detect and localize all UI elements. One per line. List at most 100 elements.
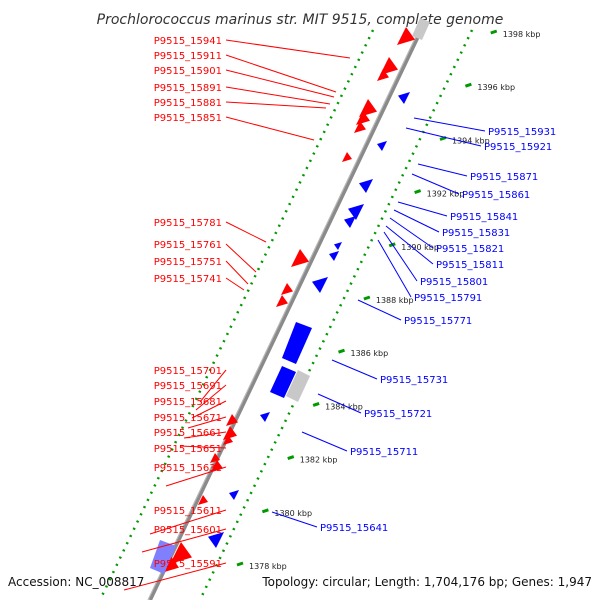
gene-label-left-leader: [195, 384, 227, 411]
gene-label-right-leader: [317, 393, 362, 414]
gene-label-right-leader: [413, 117, 486, 132]
gene-label-left[interactable]: P9515_15881: [154, 98, 222, 109]
reverse-gene-arrow: [398, 92, 410, 104]
gene-label-left[interactable]: P9515_15851: [154, 113, 222, 124]
forward-gene-arrow: [354, 121, 366, 133]
gene-label-right-leader: [397, 201, 448, 217]
gene-label-right[interactable]: P9515_15721: [364, 409, 432, 420]
ruler-tick-mark: [236, 561, 244, 567]
reverse-gene-arrow: [334, 242, 342, 250]
gene-label-left-leader: [225, 86, 331, 105]
gene-label-right-leader: [405, 127, 482, 147]
ruler-tick-mark: [338, 348, 345, 354]
ruler-tick-mark: [363, 295, 371, 301]
ruler-tick-label: 1398 kbp: [503, 30, 541, 39]
forward-gene-arrow: [281, 283, 293, 295]
gene-label-right[interactable]: P9515_15771: [404, 316, 472, 327]
gene-label-right-leader: [377, 239, 412, 298]
gene-label-left[interactable]: P9515_15611: [154, 506, 222, 517]
reverse-gene-block: [270, 366, 296, 398]
gene-label-left[interactable]: P9515_15631: [154, 463, 222, 474]
gene-label-right[interactable]: P9515_15841: [450, 212, 518, 223]
gene-label-left[interactable]: P9515_15891: [154, 83, 222, 94]
gene-labels: P9515_15941 P9515_15911 P9515_15901 P9515_1…: [123, 36, 556, 591]
reverse-gene-arrow: [359, 179, 373, 193]
gene-label-left[interactable]: P9515_15741: [154, 274, 222, 285]
forward-gene-arrow: [223, 426, 237, 440]
gene-label-left-leader: [165, 466, 227, 487]
gene-label-left-leader: [149, 509, 227, 535]
gene-label-right[interactable]: P9515_15791: [414, 293, 482, 304]
gene-label-right[interactable]: P9515_15811: [436, 260, 504, 271]
forward-gene-arrow: [356, 111, 370, 125]
reverse-gene-block: [282, 322, 312, 364]
gene-label-right[interactable]: P9515_15931: [488, 127, 556, 138]
gene-label-left[interactable]: P9515_15701: [154, 366, 222, 377]
reverse-gene-arrow: [208, 532, 224, 548]
gene-label-left[interactable]: P9515_15941: [154, 36, 222, 47]
ruler-tick-mark: [490, 29, 498, 35]
genome-backbone-highlight: [147, 27, 421, 600]
ruler-tick-label: 1388 kbp: [376, 296, 414, 305]
gene-label-right[interactable]: P9515_15831: [442, 228, 510, 239]
gene-label-right-leader: [357, 299, 402, 321]
gene-label-left[interactable]: P9515_15601: [154, 525, 222, 536]
forward-gene-arrow: [380, 57, 398, 75]
ruler-tick-mark: [464, 82, 472, 88]
reverse-gene-arrow: [229, 490, 239, 500]
gene-label-right[interactable]: P9515_15641: [320, 523, 388, 534]
gene-label-right[interactable]: P9515_15921: [484, 142, 552, 153]
gene-label-left-leader: [199, 369, 227, 403]
gene-label-left[interactable]: P9515_15751: [154, 257, 222, 268]
ruler-tick-mark: [261, 508, 269, 514]
reverse-gene-arrow: [260, 412, 270, 422]
ruler-tick-label: 1386 kbp: [351, 349, 389, 358]
gene-label-left-leader: [123, 562, 227, 591]
gene-label-left[interactable]: P9515_15691: [154, 381, 222, 392]
ruler-tick-mark: [312, 401, 320, 407]
accession-text: Accession: NC_008817: [8, 575, 144, 589]
gene-label-left[interactable]: P9515_15781: [154, 218, 222, 229]
gene-label-right[interactable]: P9515_15861: [462, 190, 530, 201]
ruler-tick-label: 1378 kbp: [249, 562, 287, 571]
reverse-gene-arrow: [312, 277, 328, 293]
forward-track-dots: [98, 29, 375, 600]
gene-label-left[interactable]: P9515_15671: [154, 413, 222, 424]
forward-gene-arrow: [377, 69, 389, 81]
gene-label-left[interactable]: P9515_15651: [154, 444, 222, 455]
ruler-tick-label: 1384 kbp: [325, 402, 363, 411]
gene-label-left-leader: [187, 416, 227, 429]
reverse-gene-arrow: [344, 216, 356, 228]
topology-text: Topology: circular; Length: 1,704,176 bp…: [261, 575, 592, 589]
forward-gene-arrow: [198, 495, 208, 505]
gene-label-left[interactable]: P9515_15761: [154, 240, 222, 251]
map-title: Prochlorococcus marinus str. MIT 9515, c…: [97, 12, 504, 28]
gene-label-left-leader: [179, 445, 227, 449]
ruler-tick-mark: [287, 455, 295, 461]
gene-label-left[interactable]: P9515_15901: [154, 66, 222, 77]
reverse-gene-arrow: [377, 141, 387, 151]
genome-backbone: [148, 27, 424, 600]
gene-label-left-leader: [225, 69, 335, 98]
ruler-tick-label: 1382 kbp: [300, 456, 338, 465]
gene-label-left[interactable]: P9515_15681: [154, 397, 222, 408]
gene-label-left[interactable]: P9515_15591: [154, 559, 222, 570]
ruler-tick-mark: [414, 189, 422, 195]
forward-gene-arrow: [342, 152, 352, 162]
forward-gene-arrow: [170, 542, 192, 564]
forward-gene-arrow: [397, 27, 415, 45]
gene-label-right-leader: [417, 163, 468, 177]
forward-gene-arrow: [210, 453, 220, 463]
gene-label-left[interactable]: P9515_15911: [154, 51, 222, 62]
gene-label-right[interactable]: P9515_15711: [350, 447, 418, 458]
gene-label-right[interactable]: P9515_15731: [380, 375, 448, 386]
gene-label-left-leader: [225, 243, 257, 273]
gene-features: [150, 18, 430, 574]
ruler-tick-label: 1392 kbp: [427, 190, 465, 199]
gene-label-right[interactable]: P9515_15871: [470, 172, 538, 183]
gene-label-right[interactable]: P9515_15821: [436, 244, 504, 255]
gene-label-right[interactable]: P9515_15801: [420, 277, 488, 288]
gene-label-left-leader: [225, 101, 327, 109]
gene-label-left[interactable]: P9515_15661: [154, 428, 222, 439]
